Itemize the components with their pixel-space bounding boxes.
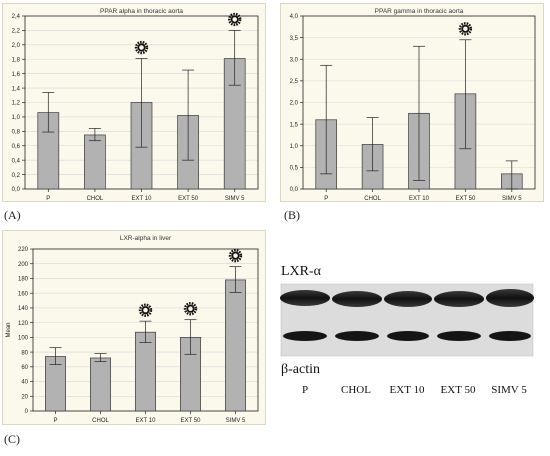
chart-b-ytick-label: 2,5: [290, 79, 299, 85]
chart-b-ytick-label: 1,0: [290, 144, 299, 150]
chart-c-ylabel: Mean: [6, 322, 12, 337]
chart-a-ytick-label: 2,2: [12, 29, 21, 35]
chart-a-significance-marker: [134, 40, 149, 55]
chart-c-xtick-label: P: [53, 418, 57, 424]
chart-c-ytick-label: 80: [21, 350, 28, 356]
chart-b-xtick-label: EXT 50: [455, 196, 476, 201]
chart-b-significance-marker: [458, 22, 473, 36]
chart-c-bar: [90, 357, 111, 412]
blot-image: [280, 283, 534, 357]
chart-a-xtick-label: CHOL: [87, 196, 104, 201]
lxr-band-1: [280, 290, 330, 306]
actin-band-5: [489, 331, 531, 341]
chart-a-ytick-label: 1,0: [12, 115, 21, 121]
chart-b-ytick-label: 0,0: [290, 187, 299, 193]
chart-b-ytick-label: 1,5: [290, 122, 299, 128]
actin-band-3: [387, 331, 429, 341]
chart-a-xtick-label: P: [46, 196, 50, 201]
chart-a-ytick-label: 0,6: [12, 144, 21, 150]
chart-a-ytick-label: 2,4: [12, 14, 21, 20]
actin-band-1: [283, 331, 327, 341]
lxr-band-2: [332, 291, 382, 307]
chart-c-ytick-label: 180: [18, 277, 29, 283]
chart-c-svg: LXR-alpha in liver 0 20 40 60 80 100 120 140 160 1…: [6, 235, 259, 424]
chart-c-ytick-label: 120: [18, 321, 29, 327]
panel-label-a: (A): [4, 208, 21, 222]
blot-label-actin: β-actin: [281, 362, 320, 377]
chart-a-xtick-label: EXT 50: [178, 196, 199, 201]
lane-label-1: P: [301, 384, 309, 396]
chart-a-bar: [84, 134, 106, 190]
chart-a-ytick-label: 0,8: [12, 130, 21, 136]
chart-b-xtick-label: SIMV 5: [502, 196, 522, 201]
lane-label-3: EXT 10: [389, 384, 425, 396]
chart-b-ytick-label: 2,0: [290, 101, 299, 107]
chart-a-ytick-label: 1,6: [12, 72, 21, 78]
chart-b-ytick-label: 0,5: [290, 166, 299, 172]
chart-c-ytick-label: 140: [18, 306, 29, 312]
chart-c-ytick-label: 200: [18, 262, 29, 268]
chart-a-ytick-label: 0,2: [12, 173, 21, 179]
lane-label-5: SIMV 5: [491, 384, 527, 396]
lane-label-4: EXT 50: [440, 384, 476, 396]
chart-b-title: PPAR gamma in thoracic aorta: [375, 8, 464, 15]
chart-b-xtick-label: P: [324, 196, 328, 201]
chart-c-ytick-label: 100: [18, 336, 29, 342]
chart-c-ytick-label: 0: [25, 409, 29, 415]
lxr-band-4: [434, 291, 484, 307]
chart-c-ytick-label: 60: [21, 365, 28, 371]
chart-c-xtick-label: EXT 50: [181, 418, 202, 424]
chart-c-xtick-label: CHOL: [92, 418, 109, 424]
panel-label-b: (B): [284, 208, 300, 222]
chart-c-ytick-label: 40: [21, 380, 28, 386]
chart-c-title: LXR-alpha in liver: [120, 235, 172, 242]
chart-a-xtick-label: SIMV 5: [225, 196, 245, 201]
blot-label-lxr: LXR-α: [281, 264, 321, 279]
chart-panel-b: PPAR gamma in thoracic aorta 0,0 0,5 1,0 1,5…: [280, 3, 544, 202]
chart-b-ytick-label: 3,0: [290, 57, 299, 63]
chart-a-ytick-label: 0,4: [12, 158, 21, 164]
chart-c-ytick-label: 220: [18, 247, 29, 253]
lxr-band-5: [486, 289, 534, 307]
chart-b-svg: PPAR gamma in thoracic aorta 0,0 0,5 1,0 1,5…: [290, 8, 536, 201]
actin-band-4: [437, 331, 481, 341]
chart-a-ytick-label: 2,0: [12, 43, 21, 49]
chart-panel-a: PPAR alpha in thoracic aorta 0,0 0,2 0,4 0,6…: [2, 3, 266, 202]
chart-b-ytick-label: 4,0: [290, 14, 299, 20]
chart-a-ytick-label: 1,8: [12, 57, 21, 63]
chart-c-ytick-label: 160: [18, 291, 29, 297]
chart-c-significance-marker: [138, 303, 153, 317]
panel-label-c: (C): [4, 432, 20, 446]
chart-a-title: PPAR alpha in thoracic aorta: [100, 8, 183, 15]
chart-c-xtick-label: SIMV 5: [226, 418, 246, 424]
actin-bands: [283, 331, 531, 341]
chart-a-significance-marker: [227, 12, 242, 27]
chart-panel-c: LXR-alpha in liver 0 20 40 60 80 100 120 140 160 1…: [2, 230, 266, 425]
chart-b-xtick-label: CHOL: [364, 196, 381, 201]
lane-label-2: CHOL: [341, 384, 371, 396]
chart-a-ytick-label: 1,2: [12, 101, 21, 107]
chart-a-ytick-label: 1,4: [12, 86, 21, 92]
chart-c-xtick-label: EXT 10: [136, 418, 157, 424]
chart-c-significance-marker: [228, 248, 243, 263]
chart-b-ytick-label: 3,5: [290, 36, 299, 42]
chart-c-bar: [135, 331, 156, 412]
chart-c-ytick-label: 20: [21, 394, 28, 400]
chart-a-svg: PPAR alpha in thoracic aorta 0,0 0,2 0,4 0,6…: [12, 8, 259, 201]
chart-a-ytick-label: 0,0: [12, 187, 21, 193]
western-blot: LXR-α β-actin P CHOL EXT 10 EXT 5: [278, 258, 540, 440]
chart-c-bar: [225, 279, 246, 412]
chart-a-xtick-label: EXT 10: [132, 196, 153, 201]
lxr-band-3: [384, 291, 432, 307]
chart-b-xtick-label: EXT 10: [409, 196, 430, 201]
actin-band-2: [335, 331, 379, 341]
chart-c-significance-marker: [183, 301, 198, 316]
lxr-bands: [280, 289, 534, 307]
